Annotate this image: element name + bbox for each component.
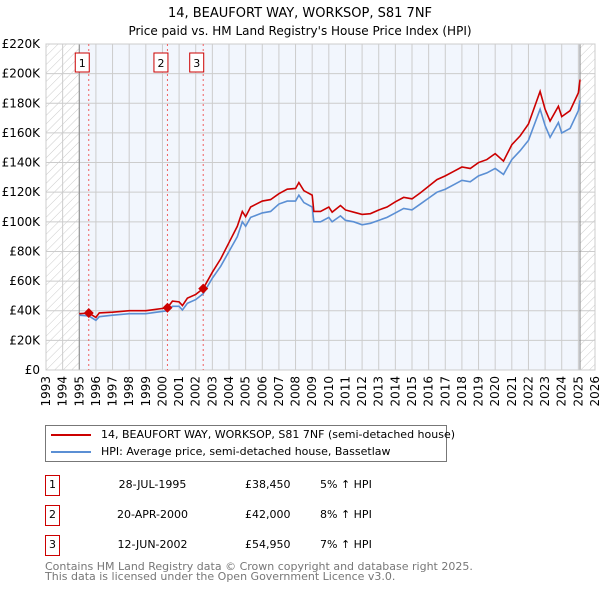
x-tick-label: 1993 xyxy=(39,376,53,407)
sale-price: £54,950 xyxy=(245,538,291,551)
y-tick-label: £80K xyxy=(9,244,41,258)
footer-copyright: Contains HM Land Registry data © Crown c… xyxy=(45,560,473,573)
property-price-line xyxy=(79,79,581,319)
x-tick-label: 2006 xyxy=(255,376,269,407)
x-tick-label: 2015 xyxy=(405,376,419,407)
sale-date: 28-JUL-1995 xyxy=(118,478,187,491)
sale-label: 1 xyxy=(79,57,86,70)
sale-number-badge: 3 xyxy=(45,535,60,556)
x-tick-label: 2018 xyxy=(455,376,469,407)
x-tick-label: 2019 xyxy=(472,376,486,407)
x-tick-label: 2009 xyxy=(305,376,319,407)
footer-licence: This data is licensed under the Open Gov… xyxy=(45,570,396,583)
sale-price: £38,450 xyxy=(245,478,291,491)
sale-price: £42,000 xyxy=(245,508,291,521)
legend: 14, BEAUFORT WAY, WORKSOP, S81 7NF (semi… xyxy=(45,425,455,462)
x-tick-label: 2004 xyxy=(222,376,236,407)
x-tick-label: 2022 xyxy=(521,376,535,407)
sale-point xyxy=(198,283,209,294)
x-tick-label: 2020 xyxy=(488,376,502,407)
x-tick-label: 1995 xyxy=(72,376,86,407)
x-tick-label: 2025 xyxy=(571,376,585,407)
x-tick-label: 2023 xyxy=(538,376,552,407)
price-chart: 14, BEAUFORT WAY, WORKSOP, S81 7NF Price … xyxy=(2,6,600,407)
y-tick-label: £100K xyxy=(2,215,42,229)
x-tick-label: 2007 xyxy=(272,376,286,407)
x-tick-label: 2003 xyxy=(205,376,219,407)
sale-label-box xyxy=(153,52,169,73)
x-tick-label: 1997 xyxy=(106,376,120,407)
y-tick-label: £60K xyxy=(9,274,41,288)
sale-date: 12-JUN-2002 xyxy=(117,538,188,551)
no-data-hatch-right xyxy=(580,44,595,370)
table-row: 3 12-JUN-2002 £54,950 7% ↑ HPI xyxy=(45,535,445,556)
chart-title: 14, BEAUFORT WAY, WORKSOP, S81 7NF xyxy=(168,6,432,21)
y-tick-label: £40K xyxy=(9,304,41,318)
sale-hpi-diff: 5% ↑ HPI xyxy=(320,478,372,491)
chart-subtitle: Price paid vs. HM Land Registry's House … xyxy=(128,24,471,38)
sale-hpi-diff: 8% ↑ HPI xyxy=(320,508,372,521)
x-tick-label: 2010 xyxy=(322,376,336,407)
sale-number-badge: 2 xyxy=(45,505,60,526)
x-tick-label: 2026 xyxy=(588,376,600,407)
sale-label: 2 xyxy=(157,57,164,70)
sale-number-badge: 1 xyxy=(45,475,60,496)
x-tick-label: 2005 xyxy=(239,376,253,407)
y-tick-label: £160K xyxy=(2,126,42,140)
x-tick-label: 2016 xyxy=(422,376,436,407)
plot-border xyxy=(45,43,596,371)
sale-hpi-diff: 7% ↑ HPI xyxy=(320,538,372,551)
y-tick-label: £180K xyxy=(2,96,42,110)
table-row: 1 28-JUL-1995 £38,450 5% ↑ HPI xyxy=(45,475,445,496)
x-tick-label: 2011 xyxy=(338,376,352,407)
legend-swatch-blue xyxy=(51,451,91,453)
x-tick-label: 2002 xyxy=(189,376,203,407)
legend-swatch-red xyxy=(51,434,91,436)
sale-label-box xyxy=(74,52,90,73)
x-tick-label: 2001 xyxy=(172,376,186,407)
sale-date: 20-APR-2000 xyxy=(116,508,189,521)
x-tick-label: 2012 xyxy=(355,376,369,407)
x-tick-label: 2008 xyxy=(289,376,303,407)
x-tick-label: 1996 xyxy=(89,376,103,407)
sale-label: 3 xyxy=(193,57,200,70)
x-tick-label: 1994 xyxy=(56,376,70,407)
x-tick-label: 2000 xyxy=(155,376,169,407)
y-tick-label: £140K xyxy=(2,156,42,170)
table-row: 2 20-APR-2000 £42,000 8% ↑ HPI xyxy=(45,505,445,526)
x-tick-label: 2021 xyxy=(505,376,519,407)
sale-label-box xyxy=(189,52,205,73)
y-tick-label: £200K xyxy=(2,67,42,81)
y-tick-label: £120K xyxy=(2,185,42,199)
sale-point xyxy=(83,308,94,319)
y-tick-label: £20K xyxy=(9,333,41,347)
x-tick-label: 2014 xyxy=(388,376,402,407)
x-tick-label: 1998 xyxy=(122,376,136,407)
x-tick-label: 2024 xyxy=(555,376,569,407)
y-tick-label: £220K xyxy=(2,37,42,51)
hpi-line xyxy=(79,100,581,322)
x-tick-label: 1999 xyxy=(139,376,153,407)
x-tick-label: 2013 xyxy=(372,376,386,407)
legend-label: 14, BEAUFORT WAY, WORKSOP, S81 7NF (semi… xyxy=(101,428,456,441)
x-tick-label: 2017 xyxy=(438,376,452,407)
sale-point xyxy=(162,302,173,313)
y-tick-label: £0 xyxy=(25,363,40,377)
legend-label: HPI: Average price, semi-detached house,… xyxy=(101,445,391,458)
